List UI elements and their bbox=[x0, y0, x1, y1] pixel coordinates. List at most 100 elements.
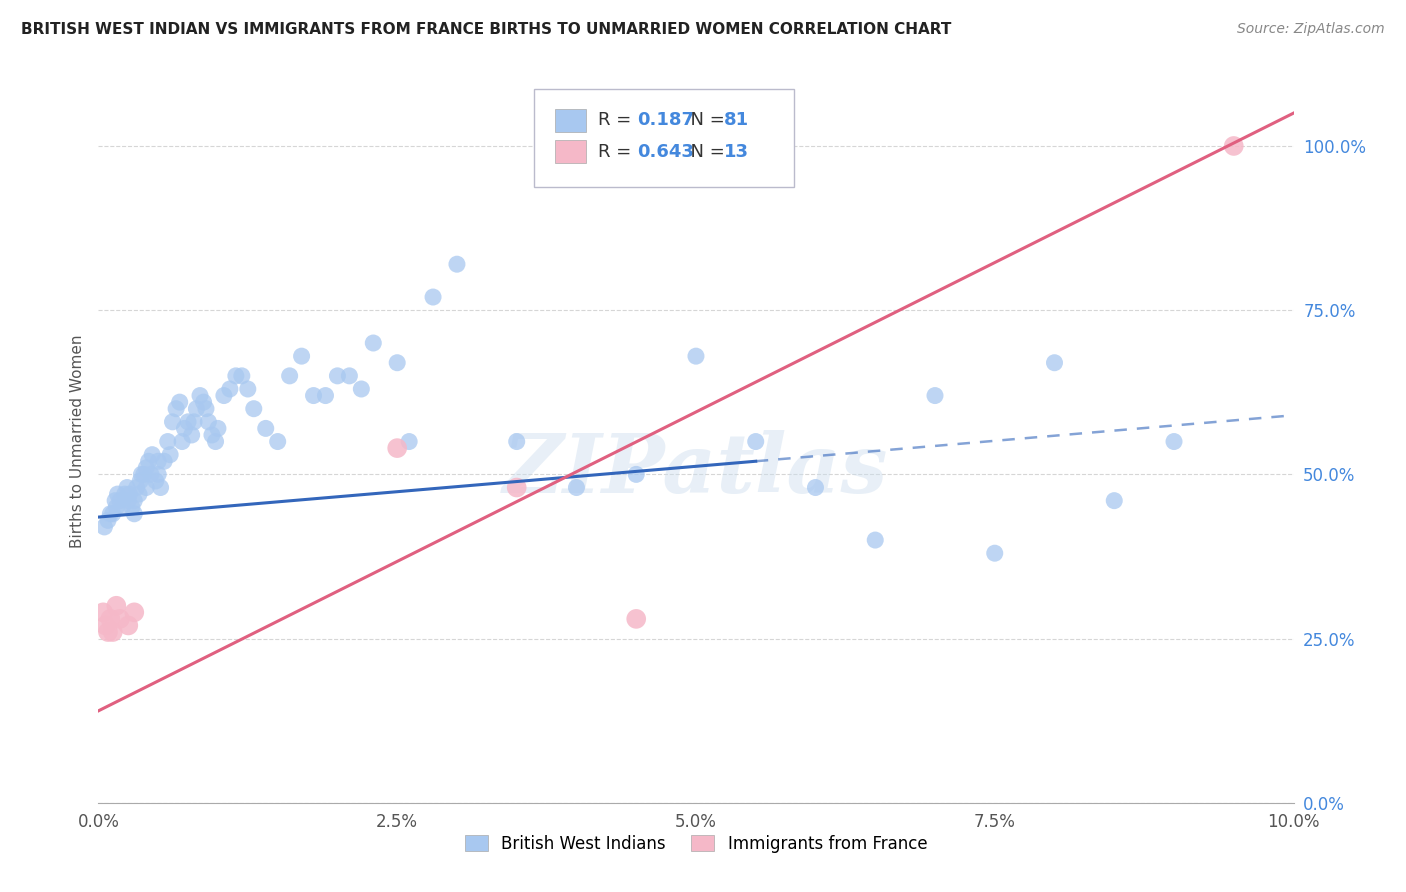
Point bbox=[138, 454, 160, 468]
Point bbox=[94, 618, 117, 632]
Point bbox=[173, 421, 195, 435]
Point bbox=[243, 401, 266, 416]
Point bbox=[141, 448, 163, 462]
Point bbox=[108, 493, 131, 508]
Point bbox=[186, 401, 208, 416]
Point bbox=[121, 500, 143, 515]
Point bbox=[124, 507, 146, 521]
Point bbox=[145, 474, 167, 488]
Point bbox=[156, 434, 179, 449]
Point bbox=[398, 434, 420, 449]
Point bbox=[111, 500, 134, 515]
Point bbox=[193, 395, 215, 409]
Point bbox=[101, 625, 124, 640]
Point bbox=[315, 388, 337, 402]
Point bbox=[124, 605, 146, 619]
Point bbox=[350, 382, 373, 396]
Point bbox=[139, 467, 162, 482]
Point bbox=[865, 533, 887, 547]
Point bbox=[207, 421, 229, 435]
Point bbox=[236, 382, 259, 396]
Point bbox=[385, 441, 409, 455]
Point bbox=[195, 401, 218, 416]
Point bbox=[626, 467, 648, 482]
Text: 13: 13 bbox=[724, 143, 749, 161]
Point bbox=[177, 415, 200, 429]
Text: 81: 81 bbox=[724, 112, 749, 129]
Point bbox=[128, 487, 150, 501]
Point bbox=[804, 481, 827, 495]
Point bbox=[326, 368, 349, 383]
Point bbox=[267, 434, 290, 449]
Point bbox=[129, 474, 152, 488]
Point bbox=[197, 415, 219, 429]
Legend: British West Indians, Immigrants from France: British West Indians, Immigrants from Fr… bbox=[458, 828, 934, 860]
Point bbox=[117, 618, 139, 632]
Text: N =: N = bbox=[679, 112, 731, 129]
Y-axis label: Births to Unmarried Women: Births to Unmarried Women bbox=[69, 334, 84, 549]
Point bbox=[278, 368, 301, 383]
Point bbox=[169, 395, 191, 409]
Point bbox=[118, 487, 141, 501]
Point bbox=[506, 434, 529, 449]
Point bbox=[131, 467, 153, 482]
Point bbox=[114, 487, 136, 501]
Point bbox=[385, 356, 409, 370]
Point bbox=[117, 493, 139, 508]
Point bbox=[626, 612, 648, 626]
Point bbox=[363, 336, 385, 351]
Point bbox=[565, 481, 588, 495]
Text: 0.187: 0.187 bbox=[637, 112, 695, 129]
Point bbox=[422, 290, 444, 304]
Point bbox=[105, 599, 128, 613]
Point bbox=[339, 368, 361, 383]
Point bbox=[98, 612, 122, 626]
Point bbox=[124, 493, 146, 508]
Point bbox=[1223, 139, 1246, 153]
Point bbox=[1043, 356, 1066, 370]
Point bbox=[924, 388, 946, 402]
Text: R =: R = bbox=[598, 112, 637, 129]
Point bbox=[105, 500, 128, 515]
Point bbox=[148, 454, 170, 468]
Point bbox=[162, 415, 184, 429]
Point bbox=[125, 481, 148, 495]
Text: BRITISH WEST INDIAN VS IMMIGRANTS FROM FRANCE BIRTHS TO UNMARRIED WOMEN CORRELAT: BRITISH WEST INDIAN VS IMMIGRANTS FROM F… bbox=[21, 22, 952, 37]
Point bbox=[98, 507, 122, 521]
Point bbox=[219, 382, 242, 396]
Point bbox=[291, 349, 314, 363]
Point bbox=[97, 625, 120, 640]
Point bbox=[201, 428, 224, 442]
Point bbox=[302, 388, 325, 402]
Point bbox=[231, 368, 253, 383]
Point bbox=[104, 493, 127, 508]
Point bbox=[212, 388, 235, 402]
Text: Source: ZipAtlas.com: Source: ZipAtlas.com bbox=[1237, 22, 1385, 37]
Text: N =: N = bbox=[679, 143, 731, 161]
Point bbox=[135, 481, 157, 495]
Point bbox=[115, 481, 138, 495]
Point bbox=[180, 428, 202, 442]
Point bbox=[984, 546, 1007, 560]
Text: 0.643: 0.643 bbox=[637, 143, 693, 161]
Point bbox=[159, 448, 181, 462]
Point bbox=[446, 257, 468, 271]
Point bbox=[149, 481, 172, 495]
Point bbox=[108, 612, 131, 626]
Point bbox=[135, 460, 157, 475]
Point bbox=[107, 487, 129, 501]
Text: ZIPatlas: ZIPatlas bbox=[503, 431, 889, 510]
Point bbox=[188, 388, 211, 402]
Point bbox=[254, 421, 277, 435]
Point bbox=[225, 368, 247, 383]
Point bbox=[1163, 434, 1185, 449]
Text: R =: R = bbox=[598, 143, 637, 161]
Point bbox=[132, 467, 155, 482]
Point bbox=[1104, 493, 1126, 508]
Point bbox=[745, 434, 768, 449]
Point bbox=[204, 434, 226, 449]
Point bbox=[148, 467, 170, 482]
Point bbox=[153, 454, 176, 468]
Point bbox=[91, 605, 114, 619]
Point bbox=[172, 434, 194, 449]
